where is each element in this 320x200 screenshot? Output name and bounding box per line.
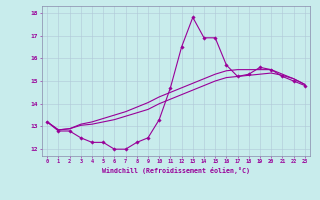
- X-axis label: Windchill (Refroidissement éolien,°C): Windchill (Refroidissement éolien,°C): [102, 167, 250, 174]
